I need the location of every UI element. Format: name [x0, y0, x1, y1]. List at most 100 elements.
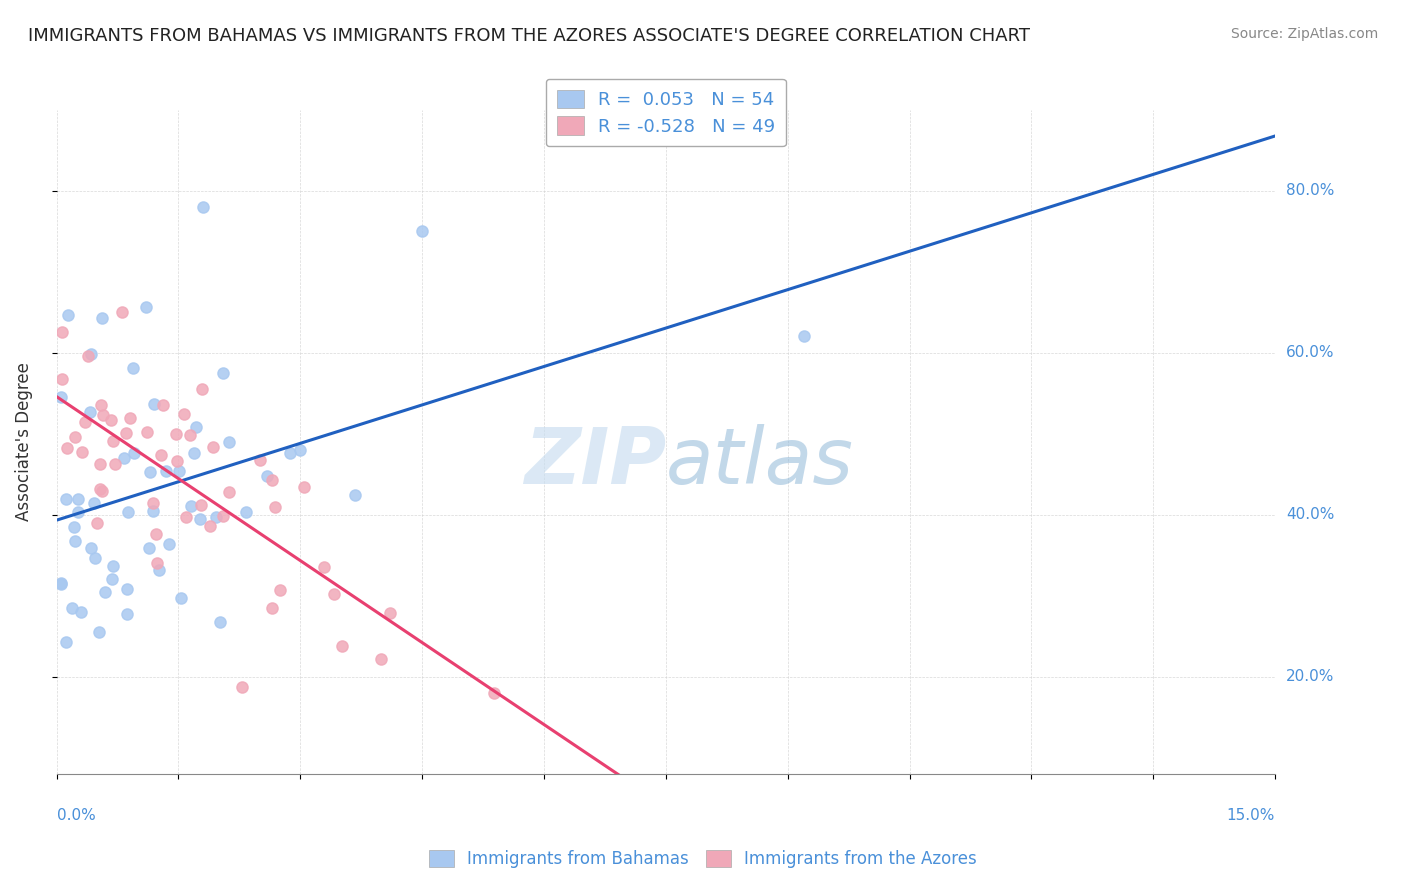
Point	[55, 491, 77, 506]
Text: IMMIGRANTS FROM BAHAMAS VS IMMIGRANTS FROM THE AZORES ASSOCIATE'S DEGREE CORRELA: IMMIGRANTS FROM BAHAMAS VS IMMIGRANTS FR…	[28, 27, 1031, 45]
Point	[87, 625, 110, 640]
Point	[94, 585, 117, 599]
Point	[121, 360, 143, 375]
Point	[155, 464, 177, 478]
Point	[136, 425, 159, 440]
Point	[170, 591, 193, 605]
Text: 0.0%: 0.0%	[56, 808, 96, 823]
Point	[191, 382, 214, 396]
Point	[91, 311, 114, 326]
Point	[411, 224, 433, 238]
Text: Source: ZipAtlas.com: Source: ZipAtlas.com	[1230, 27, 1378, 41]
Point	[122, 446, 145, 460]
Point	[205, 509, 228, 524]
Point	[51, 372, 73, 386]
Point	[67, 505, 90, 519]
Text: atlas: atlas	[666, 424, 853, 500]
Text: 80.0%: 80.0%	[1286, 183, 1334, 198]
Point	[218, 435, 240, 450]
Point	[63, 520, 86, 534]
Point	[101, 572, 124, 586]
Point	[115, 582, 138, 597]
Point	[264, 500, 287, 514]
Point	[80, 541, 103, 555]
Point	[288, 442, 311, 457]
Point	[190, 511, 212, 525]
Point	[231, 680, 253, 694]
Point	[49, 577, 72, 591]
Point	[115, 426, 138, 441]
Point	[139, 466, 162, 480]
Text: 40.0%: 40.0%	[1286, 507, 1334, 522]
Point	[117, 505, 139, 519]
Point	[70, 605, 93, 619]
Point	[77, 349, 100, 363]
Point	[191, 200, 214, 214]
Point	[56, 441, 79, 455]
Point	[90, 398, 112, 412]
Point	[256, 469, 278, 483]
Point	[323, 587, 346, 601]
Point	[482, 686, 505, 700]
Point	[51, 325, 73, 339]
Text: 15.0%: 15.0%	[1227, 808, 1275, 823]
Point	[260, 473, 283, 487]
Point	[212, 366, 235, 380]
Point	[173, 407, 195, 421]
Point	[135, 300, 157, 314]
Point	[378, 606, 401, 620]
Point	[330, 639, 353, 653]
Point	[180, 500, 202, 514]
Point	[103, 558, 125, 573]
Y-axis label: Associate's Degree: Associate's Degree	[15, 362, 32, 521]
Point	[89, 457, 111, 471]
Point	[60, 601, 83, 615]
Point	[269, 583, 291, 598]
Point	[202, 440, 225, 454]
Point	[55, 634, 77, 648]
Point	[166, 454, 188, 468]
Point	[86, 516, 108, 530]
Text: 20.0%: 20.0%	[1286, 669, 1334, 684]
Point	[176, 509, 198, 524]
Point	[58, 308, 80, 322]
Text: ZIP: ZIP	[523, 424, 666, 500]
Point	[63, 429, 86, 443]
Point	[235, 505, 257, 519]
Point	[208, 615, 231, 630]
Point	[118, 410, 141, 425]
Point	[79, 405, 101, 419]
Point	[104, 457, 127, 471]
Point	[157, 536, 180, 550]
Point	[148, 562, 170, 576]
Point	[51, 390, 73, 404]
Point	[278, 446, 301, 460]
Point	[190, 498, 212, 512]
Point	[138, 541, 160, 555]
Point	[793, 329, 815, 343]
Point	[249, 453, 271, 467]
Point	[112, 451, 135, 466]
Point	[49, 575, 72, 590]
Point	[179, 427, 201, 442]
Point	[80, 347, 103, 361]
Point	[67, 491, 90, 506]
Point	[115, 607, 138, 621]
Legend: R =  0.053   N = 54, R = -0.528   N = 49: R = 0.053 N = 54, R = -0.528 N = 49	[546, 78, 786, 146]
Point	[84, 550, 107, 565]
Point	[91, 408, 114, 422]
Point	[143, 397, 166, 411]
Point	[150, 448, 173, 462]
Legend: Immigrants from Bahamas, Immigrants from the Azores: Immigrants from Bahamas, Immigrants from…	[422, 843, 984, 875]
Point	[344, 488, 367, 502]
Point	[218, 484, 240, 499]
Point	[100, 413, 122, 427]
Point	[184, 419, 207, 434]
Point	[91, 483, 114, 498]
Point	[292, 480, 315, 494]
Point	[75, 415, 97, 429]
Point	[83, 496, 105, 510]
Point	[89, 482, 111, 496]
Point	[110, 305, 132, 319]
Point	[152, 398, 174, 412]
